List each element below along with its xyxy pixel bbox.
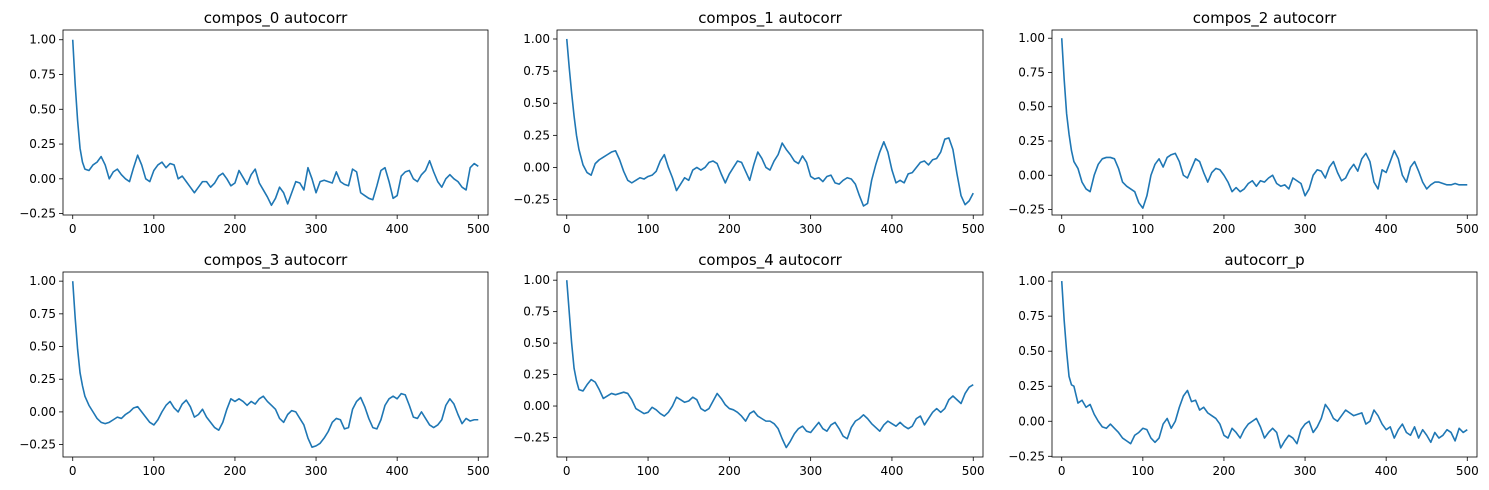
x-tick-label: 400: [386, 222, 409, 236]
y-tick-label: −0.25: [19, 207, 56, 221]
y-tick-label: −0.25: [513, 430, 550, 444]
y-tick-label: 0.25: [523, 128, 550, 142]
x-tick-label: 300: [305, 464, 328, 478]
x-tick-label: 500: [962, 222, 985, 236]
y-tick-label: −0.25: [1008, 449, 1045, 463]
x-tick-label: 500: [1456, 464, 1479, 478]
y-tick-label: −0.25: [19, 438, 56, 452]
y-tick-label: 0.25: [29, 372, 56, 386]
y-tick-label: 0.50: [523, 96, 550, 110]
x-tick-label: 0: [563, 222, 571, 236]
subplot-3: compos_3 autocorr 0 100 200 300 400 500 −0.25 0.…: [19, 251, 490, 478]
y-tick-label: −0.25: [1008, 203, 1045, 217]
x-tick-label: 300: [305, 222, 328, 236]
x-tick-label: 400: [386, 464, 409, 478]
axes-frame: [1051, 29, 1478, 216]
subplot-title: compos_1 autocorr: [698, 9, 842, 28]
x-tick-label: 0: [69, 464, 77, 478]
subplot-title: compos_2 autocorr: [1193, 9, 1337, 28]
x-tick-label: 100: [1131, 464, 1154, 478]
x-tick-label: 300: [799, 222, 822, 236]
series-line: [565, 280, 974, 449]
x-tick-label: 100: [637, 464, 660, 478]
x-tick-label: 400: [1375, 464, 1398, 478]
axes-frame: [1051, 271, 1478, 458]
y-tick-label: 0.00: [523, 160, 550, 174]
x-tick-label: 100: [1131, 222, 1154, 236]
subplot-title: autocorr_p: [1224, 251, 1304, 270]
y-tick-label: 0.00: [523, 399, 550, 413]
x-tick-label: 0: [1058, 222, 1066, 236]
subplot-2: compos_2 autocorr 0 100 200 300 400 500 −0.25 0.…: [1008, 9, 1479, 236]
x-tick-label: 500: [467, 464, 490, 478]
y-tick-label: 0.75: [523, 64, 550, 78]
y-tick-label: 0.50: [523, 336, 550, 350]
y-tick-label: 0.75: [29, 68, 56, 82]
y-tick-label: 0.75: [1018, 65, 1045, 79]
y-tick-label: 0.50: [29, 340, 56, 354]
series-line: [71, 281, 479, 448]
series-line: [1060, 38, 1468, 209]
x-tick-label: 400: [880, 222, 903, 236]
subplot-1: compos_1 autocorr 0 100 200 300 400 500 −0.25 0.…: [513, 9, 984, 236]
y-tick-label: 0.00: [1018, 414, 1045, 428]
axes-frame: [62, 29, 489, 216]
y-tick-label: 0.25: [29, 137, 56, 151]
y-tick-label: 1.00: [523, 273, 550, 287]
y-tick-label: 1.00: [523, 32, 550, 46]
y-tick-label: 0.50: [1018, 344, 1045, 358]
x-tick-label: 0: [1058, 464, 1066, 478]
subplot-4: compos_4 autocorr 0 100 200 300 400 500 −0.25 0.…: [513, 251, 984, 478]
y-tick-label: 0.50: [1018, 100, 1045, 114]
y-tick-label: 0.00: [29, 172, 56, 186]
y-tick-label: 0.75: [523, 305, 550, 319]
x-tick-label: 100: [142, 464, 165, 478]
y-tick-label: 1.00: [29, 33, 56, 47]
subplot-title: compos_0 autocorr: [204, 9, 348, 28]
subplot-title: compos_3 autocorr: [204, 251, 348, 270]
axes-frame: [62, 271, 489, 458]
axes-frame: [556, 271, 984, 458]
series-line: [565, 38, 974, 207]
y-tick-label: 0.00: [29, 405, 56, 419]
x-tick-label: 500: [1456, 222, 1479, 236]
x-tick-label: 200: [1212, 222, 1235, 236]
x-tick-label: 200: [223, 222, 246, 236]
x-tick-label: 0: [69, 222, 77, 236]
y-tick-label: 0.00: [1018, 168, 1045, 182]
y-tick-label: −0.25: [513, 193, 550, 207]
x-tick-label: 200: [1212, 464, 1235, 478]
subplot-title: compos_4 autocorr: [698, 251, 842, 270]
y-tick-label: 0.75: [29, 307, 56, 321]
y-tick-label: 1.00: [1018, 31, 1045, 45]
subplot-0: compos_0 autocorr 0 100 200 300 400 500 −0.25 0.…: [19, 9, 490, 236]
y-tick-label: 0.25: [1018, 134, 1045, 148]
x-tick-label: 400: [880, 464, 903, 478]
x-tick-label: 100: [142, 222, 165, 236]
x-tick-label: 0: [563, 464, 571, 478]
x-tick-label: 400: [1375, 222, 1398, 236]
x-tick-label: 200: [718, 464, 741, 478]
x-tick-label: 300: [799, 464, 822, 478]
y-tick-label: 0.75: [1018, 309, 1045, 323]
series-line: [1060, 281, 1468, 449]
x-tick-label: 200: [718, 222, 741, 236]
x-tick-label: 100: [637, 222, 660, 236]
x-tick-label: 500: [467, 222, 490, 236]
x-tick-label: 200: [223, 464, 246, 478]
axes-frame: [556, 29, 984, 216]
subplot-5: autocorr_p 0 100 200 300 400 500 −0.25 0.00 0.25 0…: [1008, 251, 1479, 478]
y-tick-label: 0.25: [1018, 379, 1045, 393]
y-tick-label: 1.00: [1018, 274, 1045, 288]
y-tick-label: 1.00: [29, 274, 56, 288]
y-tick-label: 0.50: [29, 102, 56, 116]
x-tick-label: 300: [1294, 464, 1317, 478]
x-tick-label: 300: [1294, 222, 1317, 236]
series-line: [71, 39, 479, 207]
y-tick-label: 0.25: [523, 368, 550, 382]
x-tick-label: 500: [962, 464, 985, 478]
